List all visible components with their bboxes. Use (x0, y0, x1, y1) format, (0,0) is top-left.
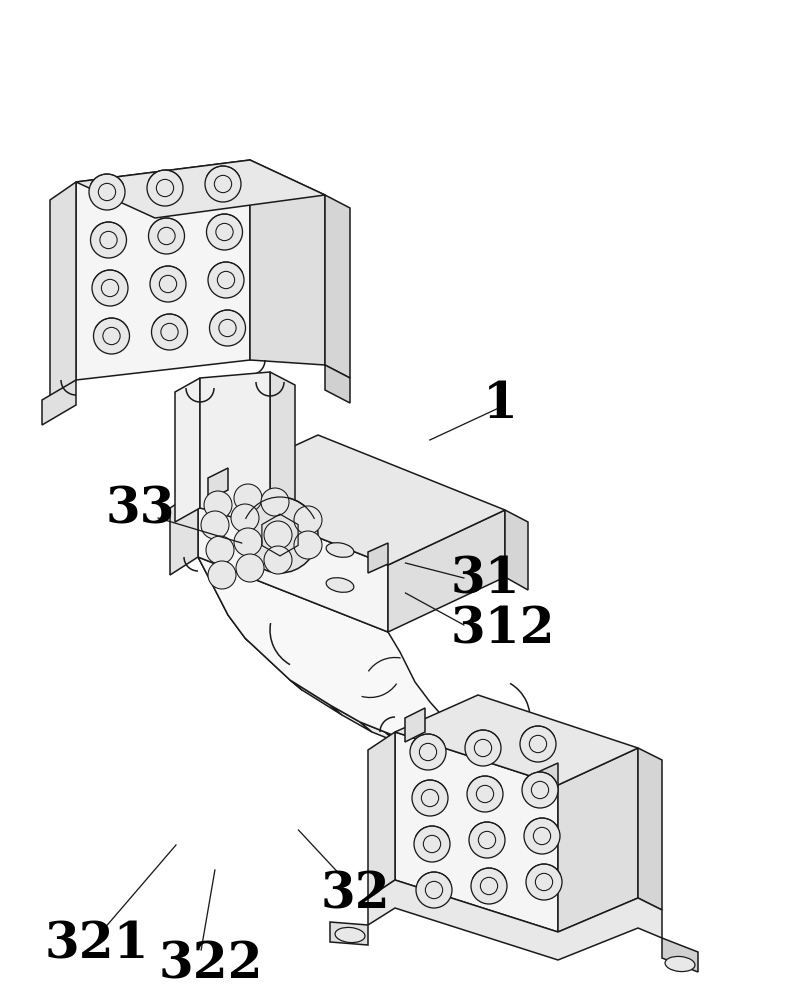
Ellipse shape (665, 956, 695, 972)
Polygon shape (368, 732, 395, 898)
Circle shape (234, 528, 262, 556)
Circle shape (524, 818, 560, 854)
Text: 32: 32 (320, 870, 390, 920)
Circle shape (261, 488, 289, 516)
Text: 312: 312 (450, 605, 555, 654)
Polygon shape (325, 195, 350, 378)
Polygon shape (538, 763, 558, 794)
Circle shape (520, 726, 556, 762)
Circle shape (522, 772, 558, 808)
Polygon shape (245, 638, 302, 690)
Circle shape (231, 504, 259, 532)
Text: 321: 321 (45, 920, 149, 969)
Polygon shape (368, 543, 388, 573)
Circle shape (89, 174, 125, 210)
Polygon shape (385, 732, 422, 752)
Ellipse shape (335, 927, 365, 943)
Polygon shape (170, 490, 198, 575)
Circle shape (207, 214, 242, 250)
Circle shape (294, 531, 322, 559)
Polygon shape (638, 748, 662, 910)
Circle shape (264, 521, 292, 549)
Circle shape (234, 484, 262, 512)
Circle shape (209, 310, 246, 346)
Circle shape (465, 730, 501, 766)
Circle shape (264, 546, 292, 574)
Circle shape (242, 497, 318, 573)
Circle shape (208, 262, 244, 298)
Circle shape (205, 166, 241, 202)
Polygon shape (270, 372, 295, 528)
Text: 322: 322 (158, 940, 263, 989)
Polygon shape (368, 880, 662, 960)
Circle shape (150, 266, 186, 302)
Polygon shape (395, 695, 638, 785)
Polygon shape (228, 615, 257, 648)
Polygon shape (76, 160, 250, 380)
Polygon shape (198, 490, 388, 632)
Circle shape (467, 776, 503, 812)
Text: 1: 1 (483, 380, 517, 430)
Polygon shape (42, 380, 76, 425)
Circle shape (208, 561, 236, 589)
Polygon shape (250, 160, 325, 365)
Circle shape (414, 826, 450, 862)
Polygon shape (505, 510, 528, 590)
Polygon shape (50, 182, 76, 400)
Circle shape (416, 872, 452, 908)
Ellipse shape (326, 578, 354, 592)
Polygon shape (395, 732, 558, 932)
Polygon shape (405, 708, 425, 742)
Polygon shape (198, 557, 222, 590)
Circle shape (471, 868, 507, 904)
Circle shape (236, 554, 264, 582)
Circle shape (206, 536, 234, 564)
Polygon shape (175, 378, 200, 522)
Polygon shape (210, 580, 240, 625)
Polygon shape (330, 705, 372, 732)
Circle shape (148, 218, 184, 254)
Polygon shape (388, 510, 505, 632)
Circle shape (294, 506, 322, 534)
Text: 31: 31 (450, 555, 520, 604)
Circle shape (93, 318, 130, 354)
Circle shape (91, 222, 127, 258)
Polygon shape (325, 365, 350, 403)
Polygon shape (290, 680, 342, 715)
Text: 33: 33 (105, 486, 175, 534)
Circle shape (469, 822, 505, 858)
Polygon shape (76, 160, 325, 218)
Circle shape (410, 734, 446, 770)
Circle shape (92, 270, 128, 306)
Circle shape (152, 314, 187, 350)
Polygon shape (198, 557, 550, 788)
Polygon shape (330, 922, 368, 945)
Circle shape (412, 780, 448, 816)
Polygon shape (558, 748, 638, 932)
Polygon shape (360, 722, 397, 742)
Circle shape (147, 170, 183, 206)
Circle shape (204, 491, 232, 519)
Circle shape (201, 511, 229, 539)
Polygon shape (208, 468, 228, 500)
Polygon shape (198, 435, 505, 565)
Polygon shape (662, 938, 698, 972)
Ellipse shape (326, 543, 354, 557)
Polygon shape (200, 372, 270, 528)
Circle shape (526, 864, 562, 900)
